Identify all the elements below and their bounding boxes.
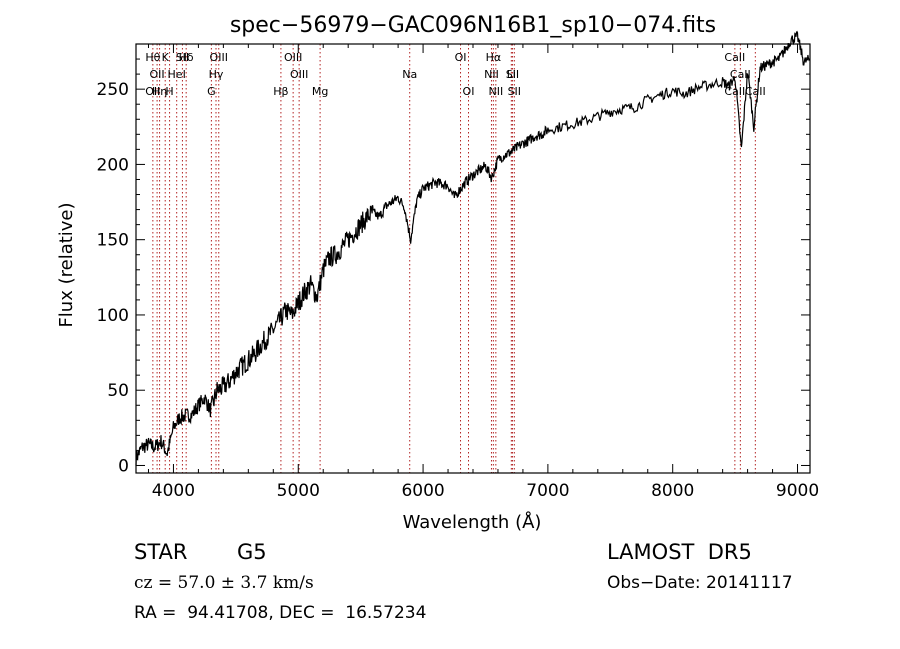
line-label: SII xyxy=(176,51,189,64)
y-tick-label: 250 xyxy=(97,80,129,100)
y-tick-label: 100 xyxy=(97,306,129,326)
line-label: H xyxy=(165,85,173,98)
line-label: NII xyxy=(488,85,503,98)
line-label: SII xyxy=(508,85,521,98)
line-label: NII xyxy=(484,68,499,81)
spectrum-line xyxy=(135,30,811,466)
y-tick-label: 50 xyxy=(107,381,129,401)
line-label: G xyxy=(207,85,216,98)
line-label: CaII xyxy=(730,68,751,81)
line-label: OI xyxy=(463,85,475,98)
observation-date: Obs−Date: 20141117 xyxy=(607,573,793,593)
line-label: OI xyxy=(455,51,467,64)
x-tick-label: 9000 xyxy=(776,481,819,501)
line-label: Hη xyxy=(152,85,167,98)
chart-title: spec−56979−GAC096N16B1_sp10−074.fits xyxy=(230,13,716,38)
y-tick-label: 150 xyxy=(97,231,129,251)
line-label: OII xyxy=(150,68,165,81)
x-axis-ticks: 4000 5000 6000 7000 8000 9000 xyxy=(147,44,819,501)
x-tick-label: 4000 xyxy=(152,481,195,501)
line-label: Mg xyxy=(312,85,328,98)
line-label: Li xyxy=(507,68,516,81)
x-tick-label: 5000 xyxy=(277,481,320,501)
line-label: CaII xyxy=(724,51,745,64)
line-label: OIII xyxy=(290,68,308,81)
line-label: SII xyxy=(506,68,519,81)
line-label: Hα xyxy=(486,51,502,64)
y-axis-ticks: 0 50 100 150 200 250 xyxy=(97,58,810,476)
line-label: Na xyxy=(402,68,417,81)
line-label: Hθ xyxy=(145,51,160,64)
redshift-value: cz = 57.0 ± 3.7 km/s xyxy=(134,573,314,593)
line-label: OIII xyxy=(210,51,228,64)
line-label: Hγ xyxy=(209,68,224,81)
object-class: STAR xyxy=(134,540,188,564)
x-tick-label: 6000 xyxy=(401,481,444,501)
sky-coordinates: RA = 94.41708, DEC = 16.57234 xyxy=(134,603,427,623)
y-axis-label: Flux (relative) xyxy=(56,202,77,327)
y-tick-label: 0 xyxy=(118,456,129,476)
emission-line-markers xyxy=(152,44,756,473)
line-label: K xyxy=(162,51,170,64)
line-label: HeI xyxy=(168,68,186,81)
x-tick-label: 7000 xyxy=(526,481,569,501)
line-label: OII xyxy=(145,85,160,98)
line-label: OIII xyxy=(284,51,302,64)
y-tick-label: 200 xyxy=(97,155,129,175)
spectral-subclass: G5 xyxy=(237,540,267,564)
line-label: Hβ xyxy=(273,85,288,98)
plot-frame xyxy=(135,43,811,474)
line-label: Hδ xyxy=(179,51,194,64)
x-tick-label: 8000 xyxy=(651,481,694,501)
line-label: CaII xyxy=(724,85,745,98)
line-label: CaII xyxy=(745,85,766,98)
x-axis-label: Wavelength (Å) xyxy=(403,511,542,533)
survey-release: LAMOST DR5 xyxy=(607,540,752,564)
